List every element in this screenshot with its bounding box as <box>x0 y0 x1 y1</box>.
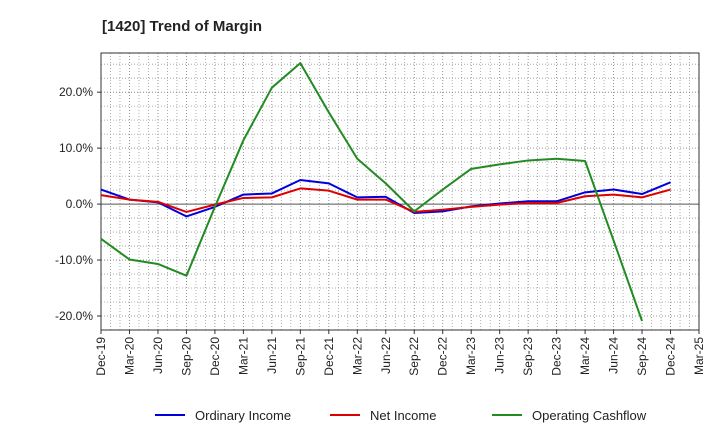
y-tick-label: 20.0% <box>59 85 93 99</box>
series-line-net-income <box>100 187 671 213</box>
x-tick-label: Mar-20 <box>122 337 136 375</box>
x-tick-label: Dec-24 <box>664 337 678 376</box>
x-tick-label: Jun-20 <box>151 337 165 374</box>
x-tick-label: Sep-20 <box>179 337 193 376</box>
x-tick-label: Sep-24 <box>635 337 649 376</box>
x-tick-label: Dec-20 <box>208 337 222 376</box>
x-tick-label: Mar-23 <box>464 337 478 375</box>
plot-frame <box>100 52 700 331</box>
x-tick-label: Dec-22 <box>436 337 450 376</box>
x-tick-label: Jun-24 <box>607 337 621 374</box>
legend-label-operating-cashflow: Operating Cashflow <box>532 408 647 423</box>
x-tick-label: Sep-22 <box>407 337 421 376</box>
axes: -20.0% -10.0% 0.0% 10.0% 20.0% Dec-19 Mar-20 Ju… <box>55 52 706 376</box>
y-tick-label: 0.0% <box>66 197 94 211</box>
plot-area <box>101 53 699 330</box>
legend-label-ordinary-income: Ordinary Income <box>195 408 291 423</box>
y-tick-label: -10.0% <box>55 253 93 267</box>
grid <box>101 53 699 330</box>
y-tick-label: 10.0% <box>59 141 93 155</box>
x-tick-label: Dec-23 <box>550 337 564 376</box>
x-tick-label: Mar-24 <box>578 337 592 375</box>
x-tick-label: Jun-21 <box>265 337 279 374</box>
x-tick-label: Dec-21 <box>322 337 336 376</box>
y-tick-label: -20.0% <box>55 309 93 323</box>
x-tick-label: Sep-21 <box>293 337 307 376</box>
x-tick-label: Jun-23 <box>493 337 507 374</box>
x-tick-label: Mar-22 <box>350 337 364 375</box>
legend: Ordinary Income Net Income Operating Cashf… <box>155 408 647 423</box>
legend-label-net-income: Net Income <box>370 408 436 423</box>
series-line-ordinary-income <box>100 179 671 218</box>
x-tick-label: Dec-19 <box>94 337 108 376</box>
x-tick-label: Mar-25 <box>692 337 706 375</box>
x-tick-label: Jun-22 <box>379 337 393 374</box>
x-tick-label: Mar-21 <box>236 337 250 375</box>
x-tick-label: Sep-23 <box>521 337 535 376</box>
series-lines <box>100 62 671 322</box>
series-line-operating-cashflow <box>100 62 643 322</box>
chart-title: [1420] Trend of Margin <box>102 18 262 35</box>
